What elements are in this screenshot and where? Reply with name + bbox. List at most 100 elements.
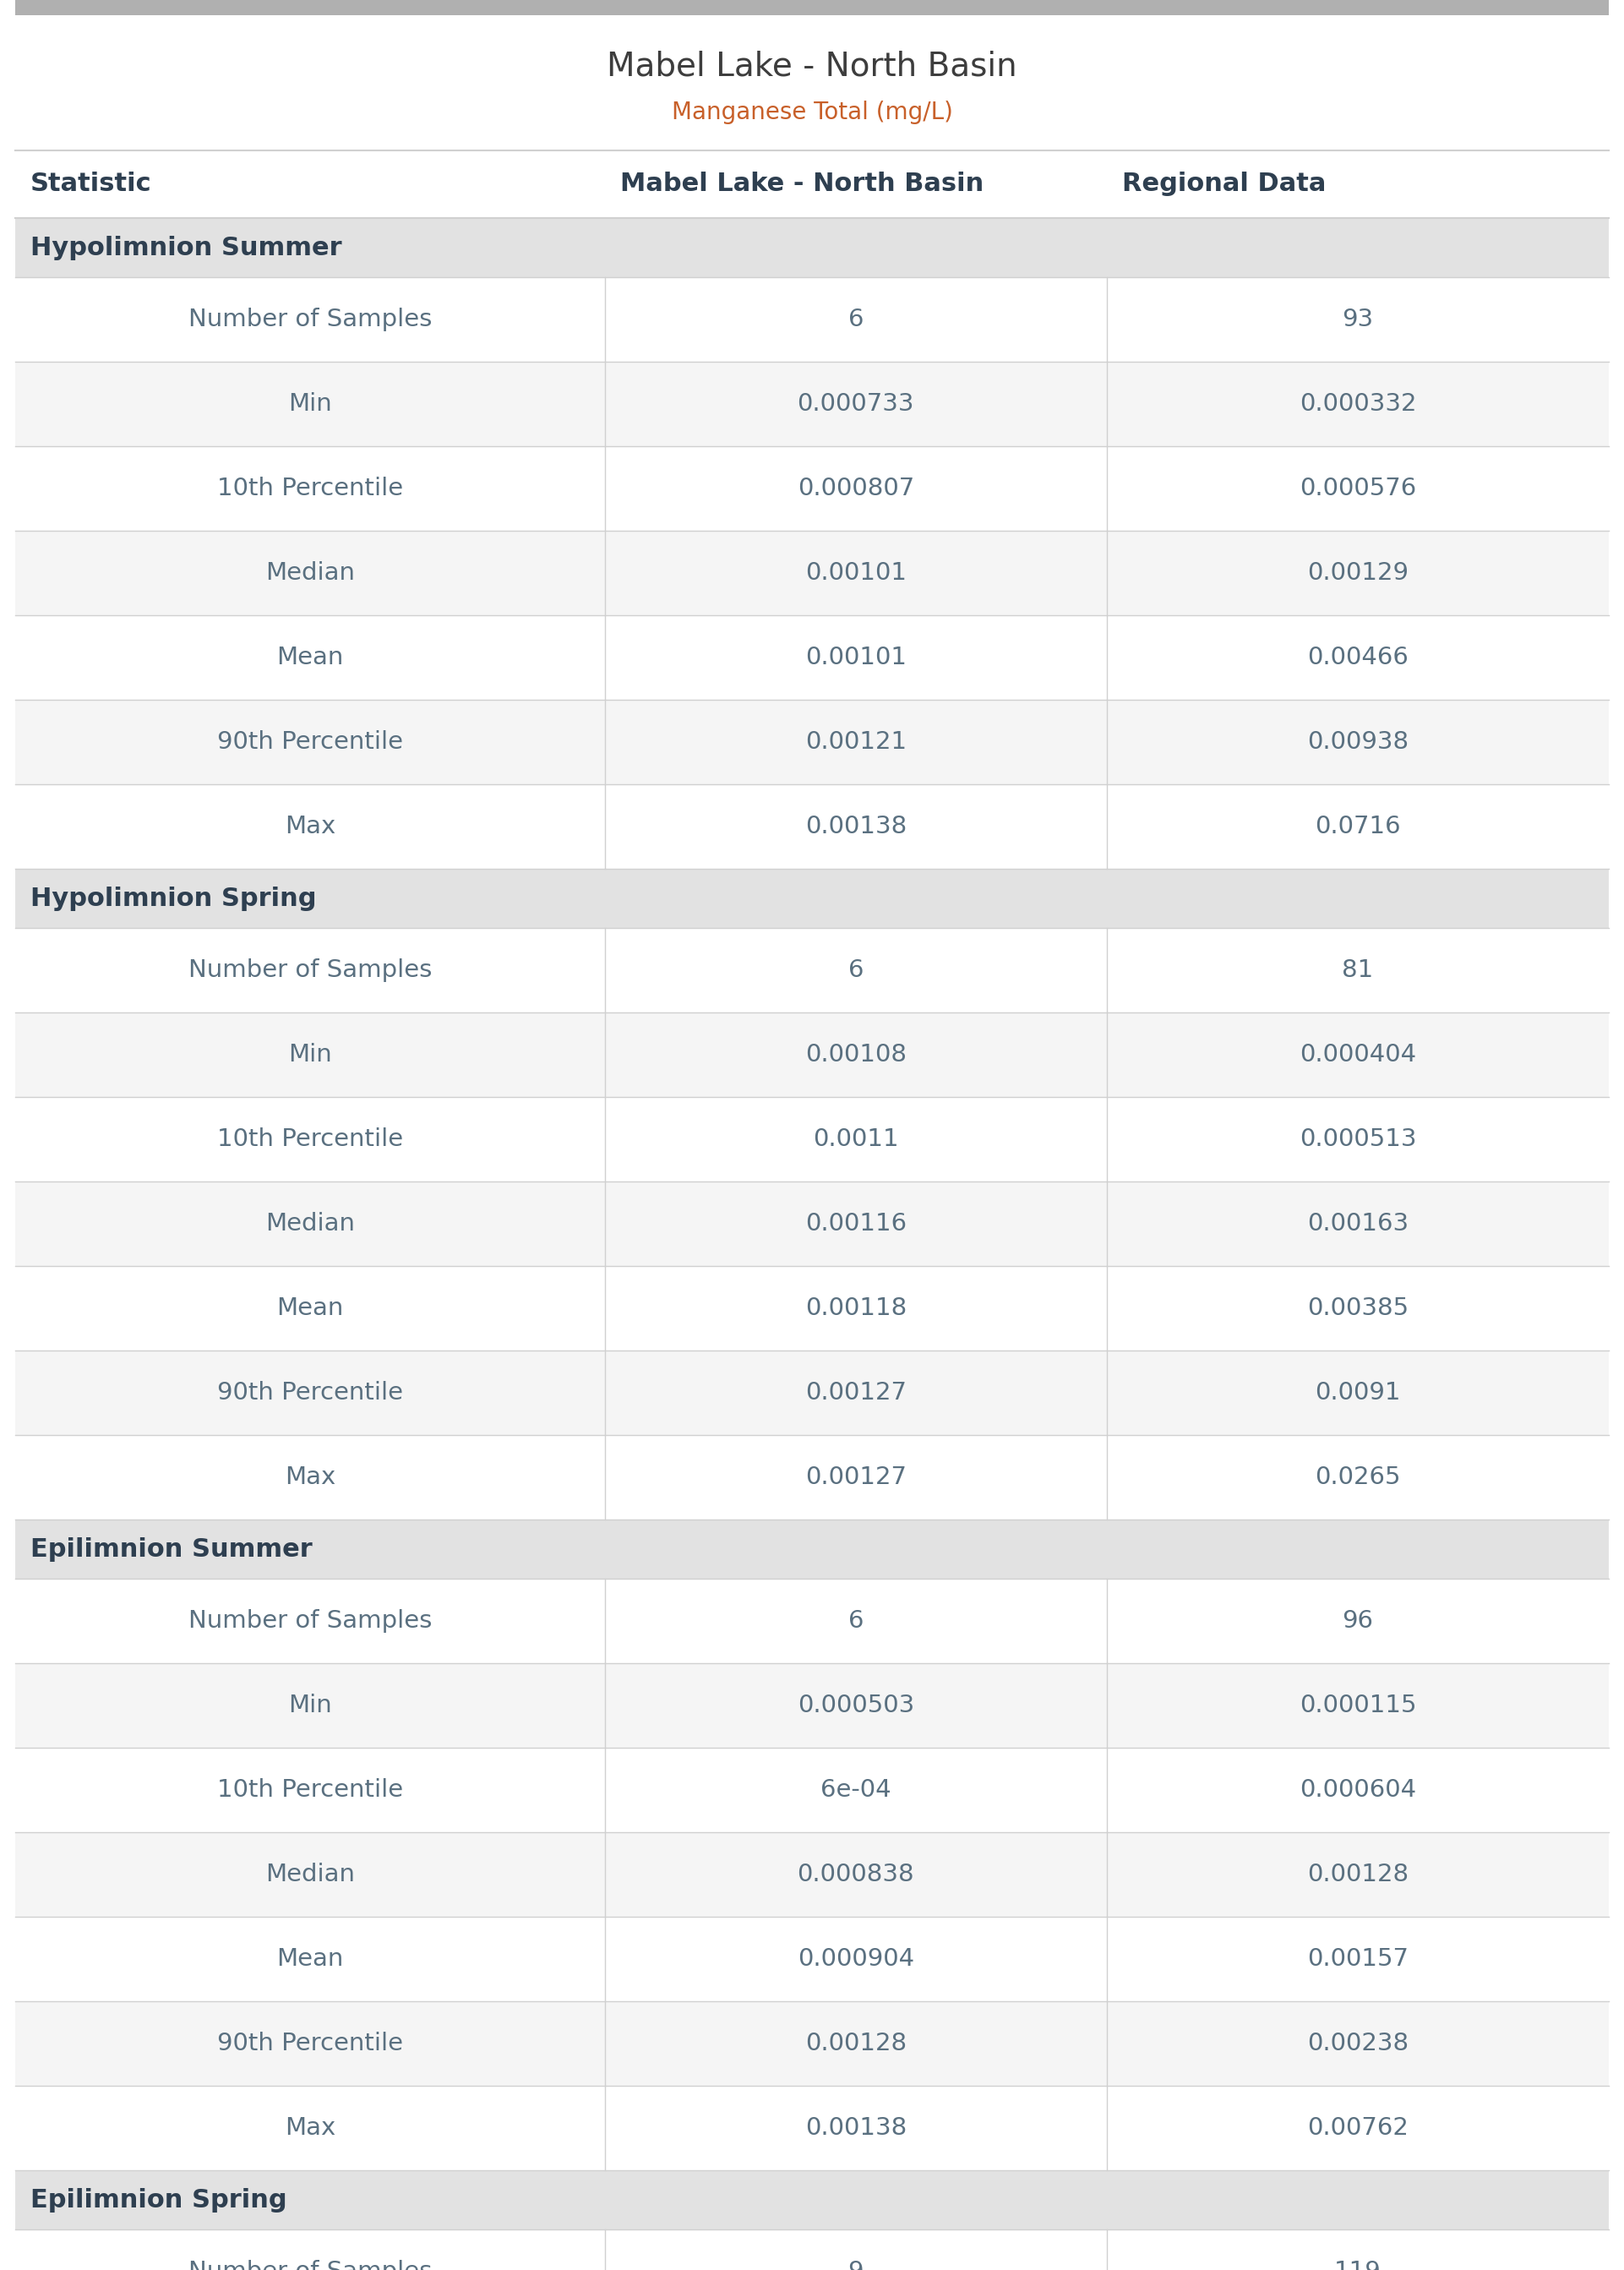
Text: Median: Median	[265, 1212, 354, 1235]
Bar	[15, 1267, 1609, 1351]
Bar	[15, 615, 1609, 699]
Text: Number of Samples: Number of Samples	[188, 2261, 432, 2270]
Text: 0.00128: 0.00128	[806, 2032, 906, 2054]
Text: 6: 6	[848, 1609, 864, 1632]
Text: 119: 119	[1335, 2261, 1382, 2270]
Text: 0.00118: 0.00118	[806, 1296, 906, 1321]
Text: 10th Percentile: 10th Percentile	[218, 1128, 403, 1151]
Bar	[15, 1180, 1609, 1267]
Text: 0.000838: 0.000838	[797, 1864, 914, 1886]
Bar	[15, 447, 1609, 531]
Text: Mabel Lake - North Basin: Mabel Lake - North Basin	[620, 173, 984, 197]
Text: 0.00108: 0.00108	[806, 1042, 906, 1067]
Text: 0.00128: 0.00128	[1307, 1864, 1408, 1886]
Text: Mean: Mean	[276, 1948, 344, 1970]
Text: 0.00385: 0.00385	[1307, 1296, 1408, 1321]
Bar	[15, 1012, 1609, 1096]
Bar	[15, 2086, 1609, 2170]
Text: 0.00163: 0.00163	[1307, 1212, 1408, 1235]
Text: Min: Min	[287, 393, 331, 415]
Bar	[15, 1519, 1609, 1578]
Text: 0.000904: 0.000904	[797, 1948, 914, 1970]
Text: 0.0716: 0.0716	[1315, 815, 1402, 838]
Text: 90th Percentile: 90th Percentile	[218, 2032, 403, 2054]
Bar	[15, 1832, 1609, 1916]
Bar	[15, 1916, 1609, 2002]
Text: Max: Max	[284, 2116, 336, 2141]
Text: Epilimnion Summer: Epilimnion Summer	[31, 1537, 312, 1562]
Text: 6: 6	[848, 958, 864, 983]
Text: Min: Min	[287, 1042, 331, 1067]
Text: Max: Max	[284, 815, 336, 838]
Text: Mabel Lake - North Basin: Mabel Lake - North Basin	[607, 50, 1017, 82]
Text: 0.0091: 0.0091	[1315, 1380, 1400, 1405]
Text: 96: 96	[1341, 1609, 1374, 1632]
Bar	[15, 928, 1609, 1012]
Text: Max: Max	[284, 1466, 336, 1489]
Text: 0.00238: 0.00238	[1307, 2032, 1408, 2054]
Text: 0.00127: 0.00127	[806, 1380, 906, 1405]
Text: 0.00101: 0.00101	[806, 645, 906, 670]
Text: 0.00138: 0.00138	[806, 815, 906, 838]
Text: Median: Median	[265, 561, 354, 586]
Bar	[15, 16, 1609, 150]
Text: 6: 6	[848, 309, 864, 331]
Text: 6e-04: 6e-04	[820, 1777, 892, 1802]
Bar	[15, 277, 1609, 361]
Bar	[15, 150, 1609, 218]
Text: 0.000576: 0.000576	[1299, 477, 1416, 499]
Text: 0.00138: 0.00138	[806, 2116, 906, 2141]
Text: Hypolimnion Spring: Hypolimnion Spring	[31, 885, 317, 910]
Text: Mean: Mean	[276, 645, 344, 670]
Bar	[15, 1435, 1609, 1519]
Bar	[15, 361, 1609, 447]
Text: 10th Percentile: 10th Percentile	[218, 477, 403, 499]
Text: 0.00466: 0.00466	[1307, 645, 1408, 670]
Text: 0.000733: 0.000733	[797, 393, 914, 415]
Text: 0.00762: 0.00762	[1307, 2116, 1408, 2141]
Text: 0.00157: 0.00157	[1307, 1948, 1408, 1970]
Text: Min: Min	[287, 1693, 331, 1718]
Text: 0.00129: 0.00129	[1307, 561, 1408, 586]
Bar	[15, 1351, 1609, 1435]
Text: Number of Samples: Number of Samples	[188, 309, 432, 331]
Bar	[15, 1664, 1609, 1748]
Text: Number of Samples: Number of Samples	[188, 958, 432, 983]
Text: 0.0011: 0.0011	[814, 1128, 898, 1151]
Text: Mean: Mean	[276, 1296, 344, 1321]
Text: 0.000807: 0.000807	[797, 477, 914, 499]
Bar	[15, 2002, 1609, 2086]
Text: 0.000604: 0.000604	[1299, 1777, 1416, 1802]
Text: 0.00101: 0.00101	[806, 561, 906, 586]
Text: 0.00938: 0.00938	[1307, 731, 1408, 754]
Text: 0.000332: 0.000332	[1299, 393, 1416, 415]
Bar	[15, 869, 1609, 928]
Bar	[15, 1096, 1609, 1180]
Text: 0.000513: 0.000513	[1299, 1128, 1416, 1151]
Text: Hypolimnion Summer: Hypolimnion Summer	[31, 236, 343, 259]
Text: 81: 81	[1341, 958, 1374, 983]
Bar	[15, 0, 1609, 16]
Bar	[15, 2229, 1609, 2270]
Text: 0.000115: 0.000115	[1299, 1693, 1416, 1718]
Text: Regional Data: Regional Data	[1122, 173, 1325, 197]
Text: 90th Percentile: 90th Percentile	[218, 731, 403, 754]
Text: 10th Percentile: 10th Percentile	[218, 1777, 403, 1802]
Text: 0.000503: 0.000503	[797, 1693, 914, 1718]
Text: 0.000404: 0.000404	[1299, 1042, 1416, 1067]
Bar	[15, 218, 1609, 277]
Bar	[15, 783, 1609, 869]
Text: 0.0265: 0.0265	[1315, 1466, 1400, 1489]
Bar	[15, 2170, 1609, 2229]
Bar	[15, 531, 1609, 615]
Bar	[15, 1578, 1609, 1664]
Text: 0.00116: 0.00116	[806, 1212, 906, 1235]
Text: 0.00127: 0.00127	[806, 1466, 906, 1489]
Text: 93: 93	[1341, 309, 1374, 331]
Text: Epilimnion Spring: Epilimnion Spring	[31, 2188, 287, 2211]
Text: 9: 9	[848, 2261, 864, 2270]
Bar	[15, 699, 1609, 783]
Text: Median: Median	[265, 1864, 354, 1886]
Text: Statistic: Statistic	[31, 173, 151, 197]
Bar	[15, 1748, 1609, 1832]
